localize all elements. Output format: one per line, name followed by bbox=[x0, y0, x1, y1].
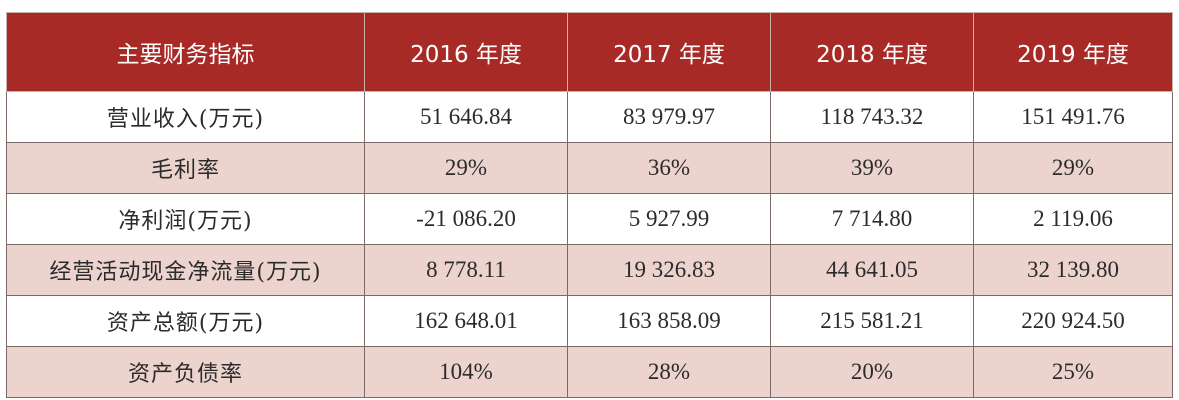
table-cell: 28% bbox=[567, 346, 771, 398]
header-2018: 2018 年度 bbox=[770, 12, 974, 92]
table-cell: 7 714.80 bbox=[770, 193, 974, 245]
financial-indicators-table: 主要财务指标 2016 年度 2017 年度 2018 年度 2019 年度 营… bbox=[6, 12, 1173, 398]
row-label: 经营活动现金净流量(万元) bbox=[6, 244, 365, 296]
table-row-revenue: 营业收入(万元) 51 646.84 83 979.97 118 743.32 … bbox=[6, 91, 1173, 143]
header-2019: 2019 年度 bbox=[973, 12, 1173, 92]
table-cell: 151 491.76 bbox=[973, 91, 1173, 143]
table-cell: 118 743.32 bbox=[770, 91, 974, 143]
table-cell: 163 858.09 bbox=[567, 295, 771, 347]
table-cell: 39% bbox=[770, 142, 974, 194]
table-cell: 29% bbox=[973, 142, 1173, 194]
table-cell: 29% bbox=[364, 142, 568, 194]
row-label: 资产负债率 bbox=[6, 346, 365, 398]
table-row-total-assets: 资产总额(万元) 162 648.01 163 858.09 215 581.2… bbox=[6, 295, 1173, 347]
header-2016: 2016 年度 bbox=[364, 12, 568, 92]
table-cell: -21 086.20 bbox=[364, 193, 568, 245]
table-cell: 5 927.99 bbox=[567, 193, 771, 245]
header-indicator: 主要财务指标 bbox=[6, 12, 365, 92]
table-cell: 32 139.80 bbox=[973, 244, 1173, 296]
table-cell: 51 646.84 bbox=[364, 91, 568, 143]
row-label: 营业收入(万元) bbox=[6, 91, 365, 143]
table-cell: 36% bbox=[567, 142, 771, 194]
table-cell: 220 924.50 bbox=[973, 295, 1173, 347]
table-cell: 162 648.01 bbox=[364, 295, 568, 347]
row-label: 净利润(万元) bbox=[6, 193, 365, 245]
table-cell: 25% bbox=[973, 346, 1173, 398]
table-row-operating-cash-flow: 经营活动现金净流量(万元) 8 778.11 19 326.83 44 641.… bbox=[6, 244, 1173, 296]
top-strip bbox=[0, 0, 1179, 12]
row-label: 资产总额(万元) bbox=[6, 295, 365, 347]
table-cell: 215 581.21 bbox=[770, 295, 974, 347]
table-cell: 2 119.06 bbox=[973, 193, 1173, 245]
table-row-debt-ratio: 资产负债率 104% 28% 20% 25% bbox=[6, 346, 1173, 398]
table-cell: 20% bbox=[770, 346, 974, 398]
table-header-row: 主要财务指标 2016 年度 2017 年度 2018 年度 2019 年度 bbox=[6, 12, 1173, 92]
table-cell: 19 326.83 bbox=[567, 244, 771, 296]
table-row-gross-margin: 毛利率 29% 36% 39% 29% bbox=[6, 142, 1173, 194]
table-cell: 104% bbox=[364, 346, 568, 398]
table-cell: 44 641.05 bbox=[770, 244, 974, 296]
table-cell: 83 979.97 bbox=[567, 91, 771, 143]
table-row-net-profit: 净利润(万元) -21 086.20 5 927.99 7 714.80 2 1… bbox=[6, 193, 1173, 245]
table-cell: 8 778.11 bbox=[364, 244, 568, 296]
row-label: 毛利率 bbox=[6, 142, 365, 194]
header-2017: 2017 年度 bbox=[567, 12, 771, 92]
